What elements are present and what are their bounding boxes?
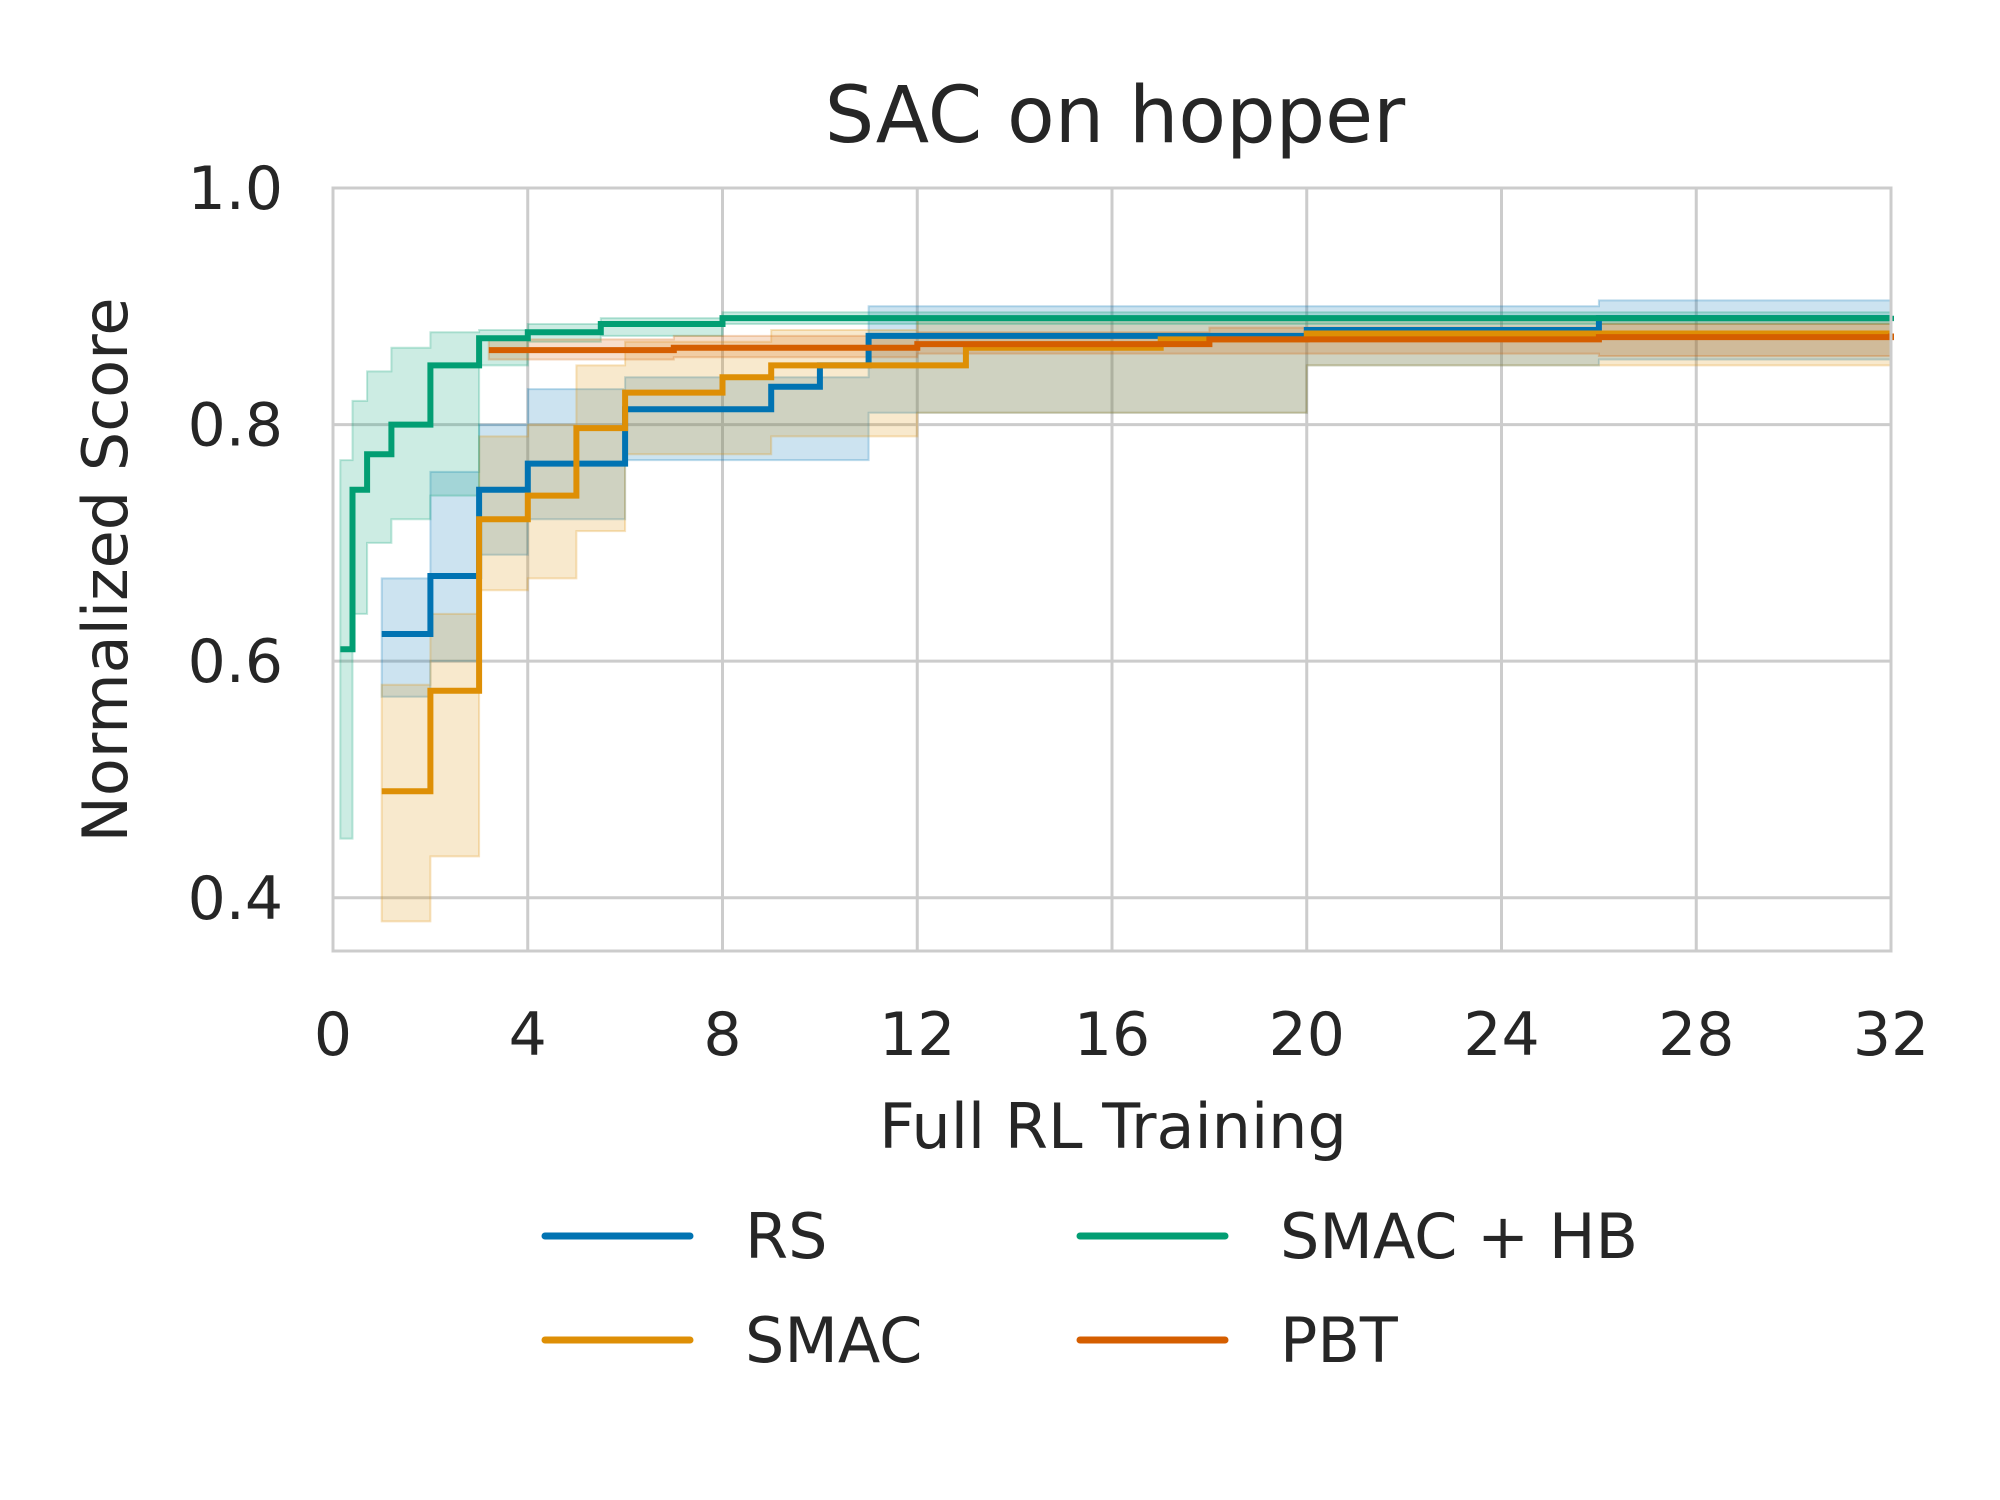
plot-frame — [331, 186, 1893, 953]
legend: RS SMAC SMAC + HB PBT — [541, 1200, 1638, 1377]
legend-label: RS — [745, 1200, 827, 1273]
legend-item-smac-hb: SMAC + HB — [1076, 1200, 1638, 1273]
legend-item-rs: RS — [541, 1200, 827, 1273]
x-tick-label: 16 — [1074, 1000, 1150, 1070]
legend-item-smac: SMAC — [541, 1304, 922, 1377]
legend-label: PBT — [1280, 1304, 1399, 1377]
x-tick-label: 0 — [314, 1000, 352, 1070]
y-axis-label: Normalized Score — [69, 298, 142, 843]
x-tick-label: 28 — [1658, 1000, 1734, 1070]
x-tick-label: 32 — [1853, 1000, 1929, 1070]
band-smac — [380, 312, 1892, 923]
legend-label: SMAC + HB — [1280, 1200, 1638, 1273]
legend-item-pbt: PBT — [1076, 1304, 1399, 1377]
chart-title: SAC on hopper — [825, 71, 1406, 161]
x-axis-label: Full RL Training — [879, 1090, 1347, 1163]
x-tick-label: 12 — [879, 1000, 955, 1070]
y-tick-label: 0.6 — [188, 627, 283, 697]
y-tick-label: 1.0 — [188, 154, 283, 224]
y-tick-label: 0.8 — [188, 391, 283, 461]
x-tick-label: 4 — [509, 1000, 547, 1070]
line-smac-hb — [340, 315, 1894, 653]
x-tick-label: 20 — [1269, 1000, 1345, 1070]
confidence-bands — [339, 299, 1892, 923]
y-tick-label: 0.4 — [188, 864, 283, 934]
series-lines — [340, 315, 1894, 795]
line-pbt — [488, 333, 1894, 354]
x-tick-label: 24 — [1463, 1000, 1539, 1070]
x-tick-label: 8 — [703, 1000, 741, 1070]
legend-label: SMAC — [745, 1304, 922, 1377]
tick-labels: 0 4 8 12 16 20 24 28 32 0.4 0.6 0.8 1.0 — [188, 154, 1930, 1070]
